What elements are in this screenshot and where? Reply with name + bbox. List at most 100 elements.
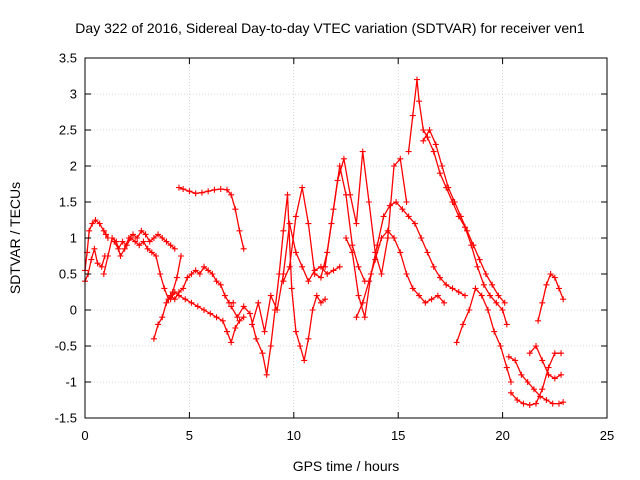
y-axis-label: SDTVAR / TECUs [7, 182, 23, 294]
data-point-marker [163, 299, 170, 306]
data-point-marker [499, 307, 506, 313]
data-point-marker [432, 141, 439, 148]
data-point-marker [123, 242, 130, 249]
y-tick-label: 1.5 [59, 195, 77, 210]
data-point-marker [543, 397, 550, 403]
data-point-marker [284, 191, 291, 198]
data-point-marker [292, 328, 299, 335]
data-point-marker [555, 400, 562, 407]
data-point-marker [240, 303, 247, 310]
data-point-marker [495, 292, 502, 299]
data-point-marker [292, 249, 299, 256]
series-line-sat-l [345, 201, 466, 318]
data-point-marker [228, 303, 235, 310]
data-point-marker [480, 281, 487, 288]
data-point-marker [434, 292, 441, 299]
data-point-marker [334, 177, 341, 184]
x-tick-label: 5 [186, 428, 193, 443]
y-tick-label: 2 [70, 159, 77, 174]
data-point-marker [192, 267, 199, 274]
data-point-marker [94, 260, 101, 267]
data-point-marker [267, 343, 274, 349]
data-point-marker [445, 184, 452, 191]
data-point-marker [253, 335, 260, 342]
data-point-marker [157, 271, 164, 277]
data-point-marker [180, 285, 187, 292]
data-point-marker [288, 285, 295, 292]
data-point-marker [221, 292, 228, 299]
x-tick-label: 0 [81, 428, 88, 443]
data-point-marker [173, 274, 180, 281]
y-tick-label: -1.5 [55, 411, 77, 426]
data-point-marker [305, 220, 312, 227]
data-point-marker [391, 163, 398, 169]
data-point-marker [175, 292, 182, 299]
data-point-marker [286, 263, 293, 270]
data-point-marker [430, 148, 437, 155]
data-point-marker [436, 170, 443, 177]
series-line-sat-h [230, 194, 326, 376]
data-point-marker [127, 235, 134, 241]
data-point-marker [259, 350, 266, 357]
data-point-marker [188, 271, 195, 277]
data-point-marker [230, 299, 237, 306]
data-point-marker [430, 263, 437, 270]
data-point-marker [100, 271, 107, 277]
data-point-marker [526, 350, 533, 357]
data-point-marker [328, 220, 335, 227]
data-point-marker [451, 199, 458, 205]
data-point-marker [217, 281, 224, 288]
data-point-marker [91, 245, 98, 252]
x-tick-label: 25 [600, 428, 614, 443]
data-point-marker [560, 399, 567, 406]
x-tick-label: 20 [495, 428, 509, 443]
series-line-sat-t [537, 273, 564, 321]
data-point-marker [194, 303, 201, 310]
series-line-sat-j [282, 165, 366, 282]
data-point-marker [472, 285, 479, 292]
series-line-sat-p [456, 287, 512, 383]
data-point-marker [551, 375, 558, 382]
data-point-marker [205, 267, 212, 274]
data-point-marker [539, 357, 546, 364]
data-point-marker [405, 213, 412, 220]
data-point-marker [355, 292, 362, 299]
x-tick-label: 10 [287, 428, 301, 443]
data-point-marker [457, 213, 464, 220]
series-line-sat-k [324, 150, 408, 275]
data-point-marker [403, 199, 410, 205]
data-point-marker [353, 220, 360, 227]
data-point-marker [391, 235, 398, 241]
data-point-marker [148, 249, 155, 256]
data-point-marker [280, 227, 287, 234]
data-point-marker [121, 245, 128, 252]
data-point-marker [317, 299, 324, 306]
data-point-marker [167, 242, 174, 249]
data-point-marker [186, 188, 193, 195]
data-point-marker [491, 328, 498, 335]
data-point-marker [232, 325, 239, 331]
data-point-marker [545, 364, 552, 371]
data-point-marker [436, 274, 443, 281]
data-point-marker [167, 296, 174, 303]
data-point-marker [347, 191, 354, 198]
data-point-marker [180, 186, 187, 193]
data-point-marker [411, 220, 418, 227]
data-point-marker [223, 328, 230, 335]
data-point-marker [146, 238, 153, 245]
data-point-marker [232, 206, 239, 213]
data-point-marker [117, 253, 124, 259]
series-line-sat-s [529, 345, 562, 380]
chart-title: Day 322 of 2016, Sidereal Day-to-day VTE… [75, 20, 585, 36]
data-point-marker [365, 199, 372, 205]
data-point-marker [478, 292, 485, 299]
data-point-marker [92, 217, 99, 223]
data-point-marker [228, 339, 235, 346]
data-point-marker [274, 307, 281, 313]
data-point-marker [520, 400, 527, 407]
data-point-marker [349, 249, 356, 256]
data-point-marker [539, 299, 546, 306]
data-point-marker [240, 314, 247, 321]
data-point-marker [171, 289, 178, 295]
